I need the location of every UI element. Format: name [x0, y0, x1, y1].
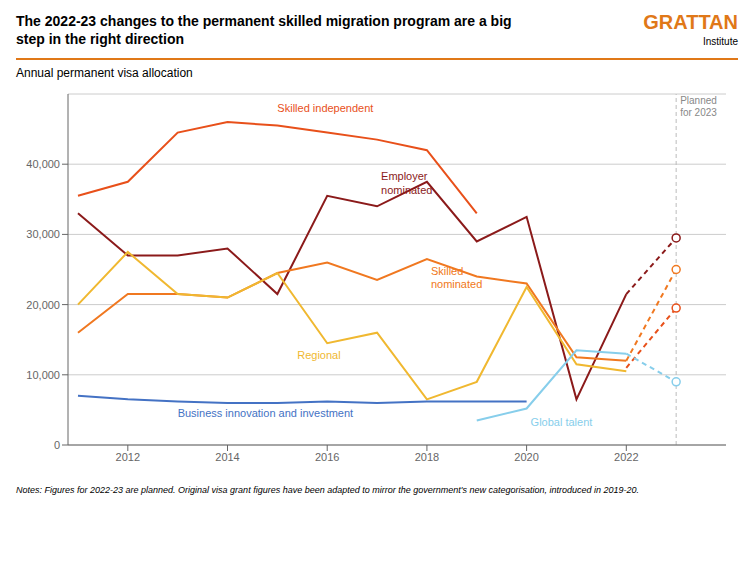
svg-text:Global talent: Global talent	[531, 416, 593, 428]
html-text:Annual permanent visa allocati: Annual permanent visa allocation	[16, 66, 193, 80]
svg-text:2016: 2016	[315, 451, 339, 463]
svg-text:2022: 2022	[614, 451, 638, 463]
html-text:GRATTAN: GRATTAN	[643, 11, 738, 33]
svg-text:Employernominated: Employernominated	[381, 170, 432, 195]
svg-text:40,000: 40,000	[26, 158, 60, 170]
svg-text:Regional: Regional	[297, 349, 340, 361]
svg-text:Business innovation and invest: Business innovation and investment	[178, 407, 354, 419]
svg-text:20,000: 20,000	[26, 299, 60, 311]
svg-text:2014: 2014	[215, 451, 239, 463]
html-text:The 2022-23 changes to the per: The 2022-23 changes to the permanent ski…	[16, 13, 512, 47]
svg-text:2012: 2012	[116, 451, 140, 463]
svg-text:0: 0	[54, 439, 60, 451]
svg-text:Skillednominated: Skillednominated	[431, 265, 482, 290]
svg-text:Plannedfor 2023: Plannedfor 2023	[680, 95, 717, 118]
svg-text:30,000: 30,000	[26, 228, 60, 240]
html-text:Institute: Institute	[703, 36, 738, 47]
html-text:Notes: Figures for 2022-23 are: Notes: Figures for 2022-23 are planned. …	[16, 485, 640, 495]
svg-text:Skilled independent: Skilled independent	[277, 102, 373, 114]
svg-text:2018: 2018	[415, 451, 439, 463]
svg-text:2020: 2020	[514, 451, 538, 463]
svg-text:10,000: 10,000	[26, 369, 60, 381]
